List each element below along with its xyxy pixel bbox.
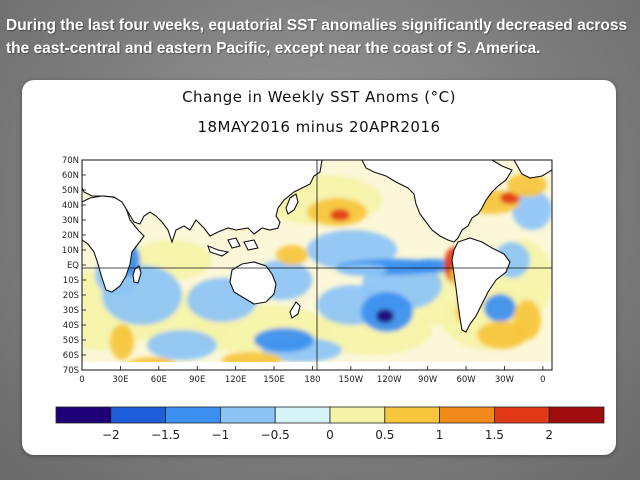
continents bbox=[82, 160, 552, 370]
colorbar-swatch bbox=[493, 406, 550, 424]
north-america-landmass bbox=[361, 160, 513, 243]
map-subtitle: 18MAY2016 minus 20APR2016 bbox=[197, 118, 441, 136]
lat-label: 30S bbox=[63, 306, 79, 316]
colorbar-swatch bbox=[548, 406, 605, 424]
lat-label: 40N bbox=[62, 201, 79, 211]
japan-landmass bbox=[285, 193, 299, 215]
lat-label: 10S bbox=[63, 276, 79, 286]
lat-label: 40S bbox=[63, 321, 79, 331]
colorbar-tick-label: 1 bbox=[436, 428, 444, 442]
lon-label: 60E bbox=[151, 375, 167, 385]
lat-label: 20N bbox=[62, 231, 79, 241]
colorbar bbox=[55, 406, 605, 424]
map-panel: Change in Weekly SST Anoms (°C) 18MAY201… bbox=[22, 80, 616, 455]
colorbar-labels: −2 −1.5 −1 −0.5 0 0.5 1 1.5 2 bbox=[102, 428, 553, 442]
lon-label: 90E bbox=[189, 375, 205, 385]
colorbar-swatch bbox=[110, 406, 167, 424]
map-title: Change in Weekly SST Anoms (°C) bbox=[182, 88, 456, 106]
lon-label: 150W bbox=[339, 375, 364, 385]
lat-label: 10N bbox=[62, 246, 79, 256]
madagascar-landmass bbox=[132, 265, 142, 284]
lon-label: 120W bbox=[377, 375, 402, 385]
lat-label: 60S bbox=[63, 351, 79, 361]
lon-label: 60W bbox=[456, 375, 476, 385]
new-zealand-landmass bbox=[289, 301, 301, 319]
colorbar-tick-label: 0 bbox=[326, 428, 334, 442]
lat-label: 60N bbox=[62, 171, 79, 181]
lon-label: 30W bbox=[495, 375, 515, 385]
colorbar-swatch bbox=[55, 406, 112, 424]
australia-landmass bbox=[229, 261, 277, 305]
lat-label: 30N bbox=[62, 216, 79, 226]
latitude-labels: 70N 60N 50N 40N 30N 20N 10N EQ 10S 20S 30S 40S 50S 60… bbox=[62, 156, 79, 376]
lat-label: 20S bbox=[63, 291, 79, 301]
south-america-landmass bbox=[451, 237, 511, 333]
lon-label: 150E bbox=[263, 375, 285, 385]
lat-label: 50S bbox=[63, 336, 79, 346]
colorbar-tick-label: −1 bbox=[212, 428, 230, 442]
headline-text: During the last four weeks, equatorial S… bbox=[6, 17, 628, 57]
lon-label: 0 bbox=[540, 375, 545, 385]
colorbar-tick-label: −0.5 bbox=[261, 428, 290, 442]
colorbar-swatch bbox=[439, 406, 495, 424]
lon-label: 0 bbox=[79, 375, 84, 385]
sst-map: 70N 60N 50N 40N 30N 20N 10N EQ 10S 20S 30S 40S 50S 60… bbox=[55, 156, 605, 442]
lat-label: 50N bbox=[62, 186, 79, 196]
colorbar-swatch bbox=[329, 406, 386, 424]
colorbar-swatch bbox=[165, 406, 221, 424]
lon-label: 90W bbox=[418, 375, 438, 385]
lon-label: 180 bbox=[304, 375, 320, 385]
indonesia-landmass bbox=[207, 237, 259, 257]
lat-label: EQ bbox=[67, 261, 79, 271]
greenland-landmass bbox=[513, 160, 552, 179]
eurasia-landmass bbox=[82, 160, 323, 244]
axis-ticks bbox=[81, 159, 544, 371]
lat-label: 70S bbox=[63, 366, 79, 376]
colorbar-tick-label: 1.5 bbox=[485, 428, 504, 442]
lat-label: 70N bbox=[62, 156, 79, 166]
colorbar-swatch bbox=[384, 406, 440, 424]
colorbar-swatch bbox=[274, 406, 331, 424]
colorbar-swatch bbox=[219, 406, 276, 424]
colorbar-tick-label: 0.5 bbox=[375, 428, 394, 442]
lon-label: 30E bbox=[112, 375, 128, 385]
lon-label: 120E bbox=[225, 375, 247, 385]
longitude-labels: 0 30E 60E 90E 120E 150E 180 150W 120W 90W 60W 30W 0 bbox=[79, 375, 545, 385]
colorbar-tick-label: −1.5 bbox=[151, 428, 180, 442]
colorbar-tick-label: 2 bbox=[545, 428, 553, 442]
colorbar-tick-label: −2 bbox=[102, 428, 120, 442]
